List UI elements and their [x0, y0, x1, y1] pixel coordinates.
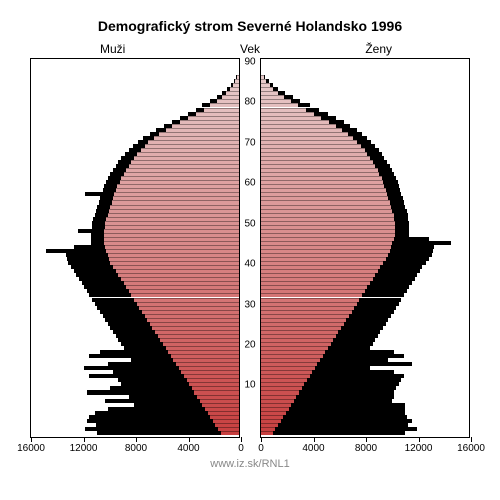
- bar-total: [97, 431, 239, 435]
- x-tick-label: 16000: [457, 443, 485, 454]
- x-tick: [419, 437, 420, 442]
- age-tick: 10: [240, 380, 260, 391]
- age-tick: 60: [240, 178, 260, 189]
- male-panel: 1600012000800040000: [30, 58, 240, 438]
- bar-total: [261, 431, 405, 435]
- female-panel: 1600012000800040000: [260, 58, 470, 438]
- x-tick: [261, 437, 262, 442]
- x-tick-label: 12000: [405, 443, 433, 454]
- x-tick-label: 12000: [70, 443, 98, 454]
- age-tick: 50: [240, 218, 260, 229]
- x-tick-label: 8000: [125, 443, 147, 454]
- female-bars: [261, 59, 469, 437]
- chart-area: 1600012000800040000 10 20 30 40 50 60 70 80 90 1…: [30, 58, 470, 438]
- age-tick: 20: [240, 340, 260, 351]
- age-bar: [261, 431, 469, 435]
- bar-value: [221, 431, 239, 435]
- x-tick-label: 16000: [17, 443, 45, 454]
- x-tick: [189, 437, 190, 442]
- label-age: Vek: [0, 42, 500, 56]
- x-tick-label: 8000: [355, 443, 377, 454]
- bar-value: [261, 431, 273, 435]
- label-female: Ženy: [365, 42, 392, 56]
- x-tick: [136, 437, 137, 442]
- age-axis: 10 20 30 40 50 60 70 80 90: [240, 58, 260, 438]
- x-tick-label: 0: [258, 443, 264, 454]
- x-tick: [471, 437, 472, 442]
- x-tick-label: 4000: [177, 443, 199, 454]
- age-tick: 90: [240, 57, 260, 68]
- age-tick: 30: [240, 299, 260, 310]
- age-tick: 70: [240, 137, 260, 148]
- age-tick: 40: [240, 259, 260, 270]
- x-tick: [84, 437, 85, 442]
- male-bars: [31, 59, 239, 437]
- age-tick: 80: [240, 97, 260, 108]
- x-tick-label: 0: [238, 443, 244, 454]
- chart-title: Demografický strom Severné Holandsko 199…: [0, 18, 500, 34]
- x-tick: [366, 437, 367, 442]
- x-tick: [31, 437, 32, 442]
- age-bar: [31, 431, 239, 435]
- footer-credit: www.iz.sk/RNL1: [0, 458, 500, 470]
- x-tick: [314, 437, 315, 442]
- x-tick-label: 4000: [302, 443, 324, 454]
